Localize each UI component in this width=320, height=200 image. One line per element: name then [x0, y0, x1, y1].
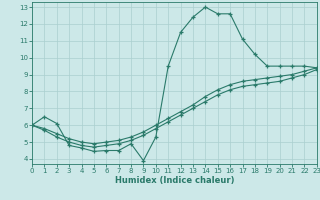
X-axis label: Humidex (Indice chaleur): Humidex (Indice chaleur): [115, 176, 234, 185]
